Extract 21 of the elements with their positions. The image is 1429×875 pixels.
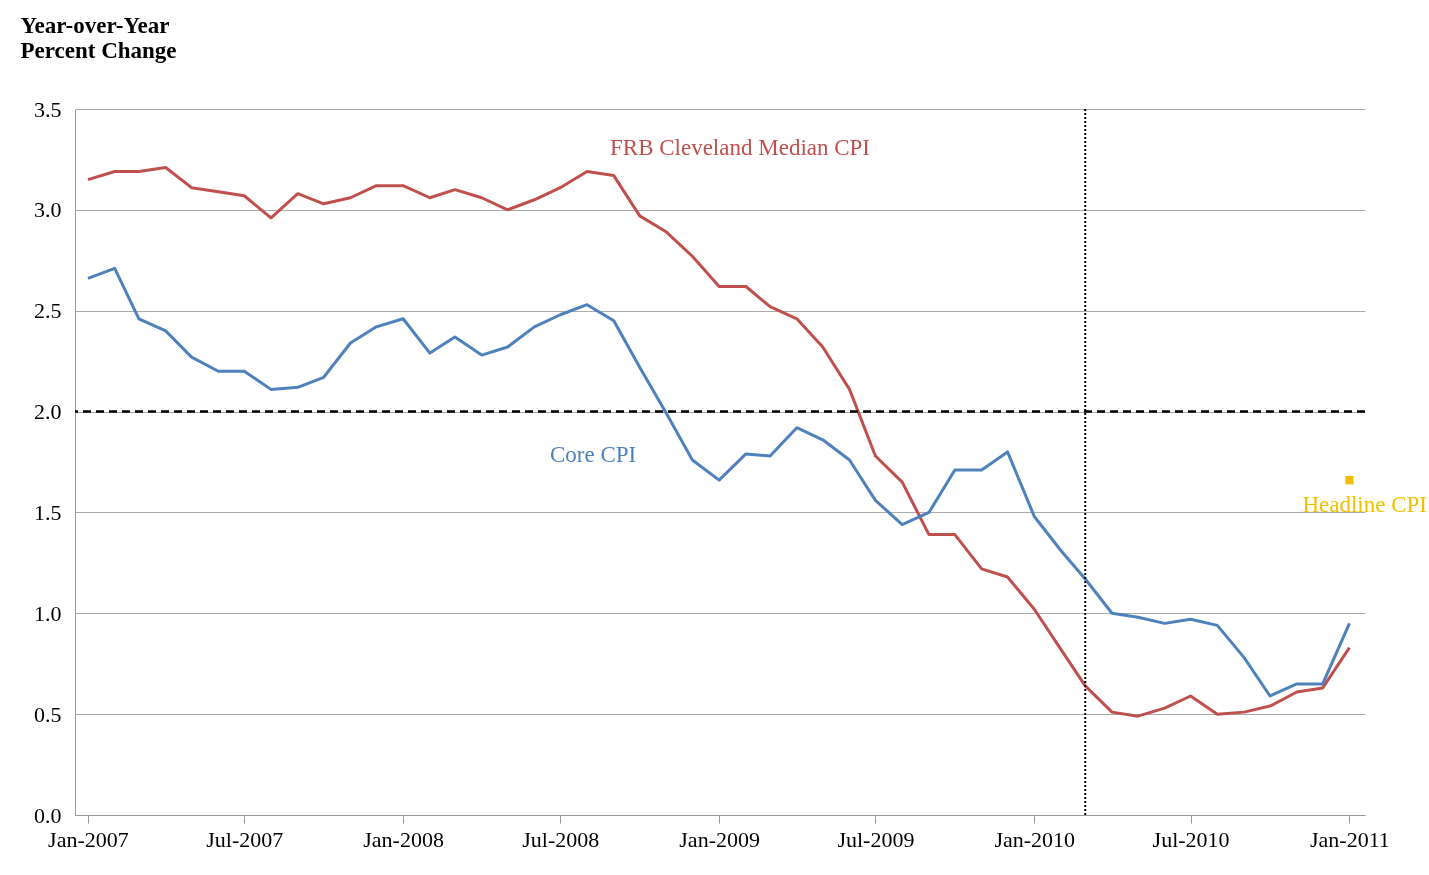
series-label: FRB Cleveland Median CPI (610, 135, 871, 160)
series-label: Core CPI (550, 442, 637, 467)
y-tick-label: 2.5 (34, 298, 62, 324)
y-tick-label: 2.0 (34, 399, 62, 425)
series-label: Headline CPI (1302, 492, 1427, 517)
y-tick-label: 3.5 (34, 96, 62, 122)
y-tick-label: 3.0 (34, 197, 62, 223)
x-tick-label: Jan-2010 (994, 826, 1076, 852)
x-tick-label: Jan-2009 (679, 826, 760, 852)
y-axis-title: Year-over-Year Percent Change (20, 12, 177, 63)
x-tick-label: Jan-2011 (1310, 826, 1390, 852)
y-tick-label: 1.0 (34, 600, 62, 626)
x-tick-label: Jul-2007 (206, 826, 284, 852)
x-tick-label: Jul-2010 (1152, 826, 1230, 852)
x-tick-label: Jan-2008 (363, 826, 444, 852)
y-tick-label: 1.5 (34, 499, 62, 525)
y-tick-label: 0.0 (34, 802, 62, 828)
y-tick-label: 0.5 (34, 701, 62, 727)
x-tick-label: Jul-2008 (522, 826, 600, 852)
x-tick-label: Jan-2007 (48, 826, 129, 852)
x-tick-label: Jul-2009 (837, 826, 915, 852)
